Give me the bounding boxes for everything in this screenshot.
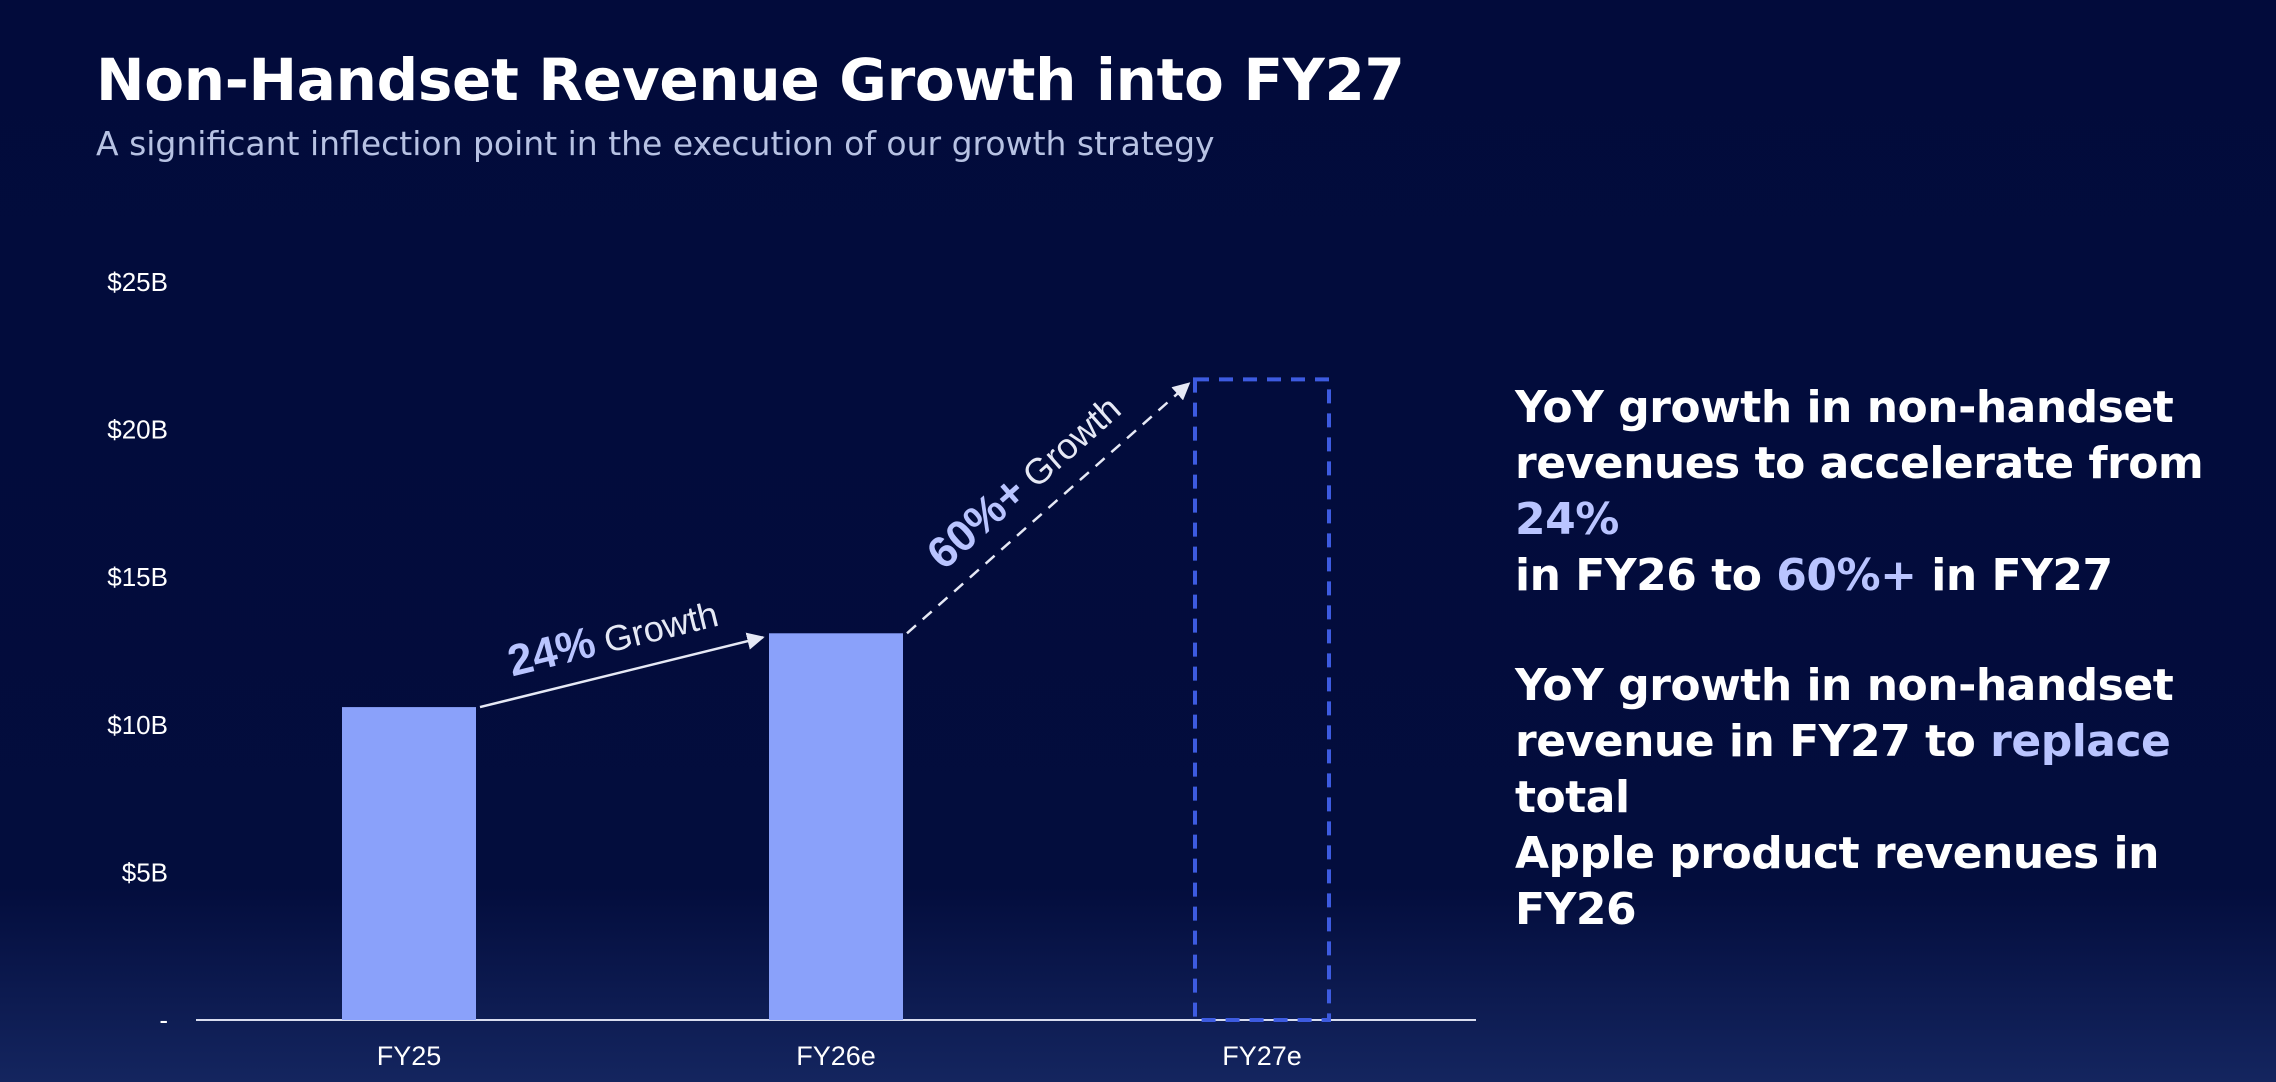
bar-fy25 [342, 707, 476, 1020]
insight-text-segment: Apple product revenues in FY26 [1515, 828, 2159, 935]
growth-label-1: 24% Growth [503, 587, 723, 686]
insight-text-segment: YoY growth in non-handset [1515, 660, 2174, 711]
bar-fy26e [769, 633, 903, 1020]
y-tick-label: - [159, 1005, 168, 1035]
x-tick-label: FY26e [796, 1041, 876, 1071]
insight-line: revenues to accelerate from 24% [1515, 436, 2255, 548]
y-tick-label: $15B [107, 562, 168, 592]
highlight-text: 24% [1515, 494, 1619, 545]
y-tick-label: $10B [107, 710, 168, 740]
insight-line: YoY growth in non-handset [1515, 380, 2255, 436]
x-tick-label: FY25 [377, 1041, 442, 1071]
insight-text-1: YoY growth in non-handset revenues to acc… [1515, 380, 2255, 604]
growth-label-2: 60%+ Growth [918, 383, 1130, 579]
insight-line: YoY growth in non-handset [1515, 658, 2255, 714]
insight-text-segment: revenues to accelerate from [1515, 438, 2204, 489]
insight-text-segment: revenue in FY27 to [1515, 716, 1991, 767]
insight-text-segment: in FY26 to [1515, 550, 1777, 601]
page-subtitle: A significant inflection point in the ex… [96, 124, 1215, 163]
insight-text-segment: total [1515, 772, 1630, 823]
revenue-bar-chart: - $5B $10B $15B $20B $25B FY25 FY26e FY27e 24% Gr… [107, 267, 1476, 1071]
highlight-text: 60%+ [1776, 550, 1917, 601]
insight-line: revenue in FY27 to replace total [1515, 714, 2255, 826]
insight-text-2: YoY growth in non-handset revenue in FY27… [1515, 658, 2255, 938]
bar-fy27e-projected [1193, 377, 1331, 1022]
growth-arrow-1 [479, 632, 765, 709]
y-tick-label: $25B [107, 267, 168, 297]
insight-line: Apple product revenues in FY26 [1515, 826, 2255, 938]
insight-text-segment: YoY growth in non-handset [1515, 382, 2174, 433]
highlight-text: replace [1990, 716, 2171, 767]
insight-line: in FY26 to 60%+ in FY27 [1515, 548, 2255, 604]
y-tick-label: $5B [122, 857, 168, 887]
insight-text-segment: in FY27 [1916, 550, 2113, 601]
y-tick-label: $20B [107, 415, 168, 445]
x-tick-label: FY27e [1222, 1041, 1302, 1071]
page-title: Non-Handset Revenue Growth into FY27 [96, 46, 1405, 114]
growth-rate-suffix: Growth [1007, 388, 1129, 502]
growth-rate-value: 24% [503, 618, 600, 687]
growth-arrow-2 [906, 382, 1191, 635]
